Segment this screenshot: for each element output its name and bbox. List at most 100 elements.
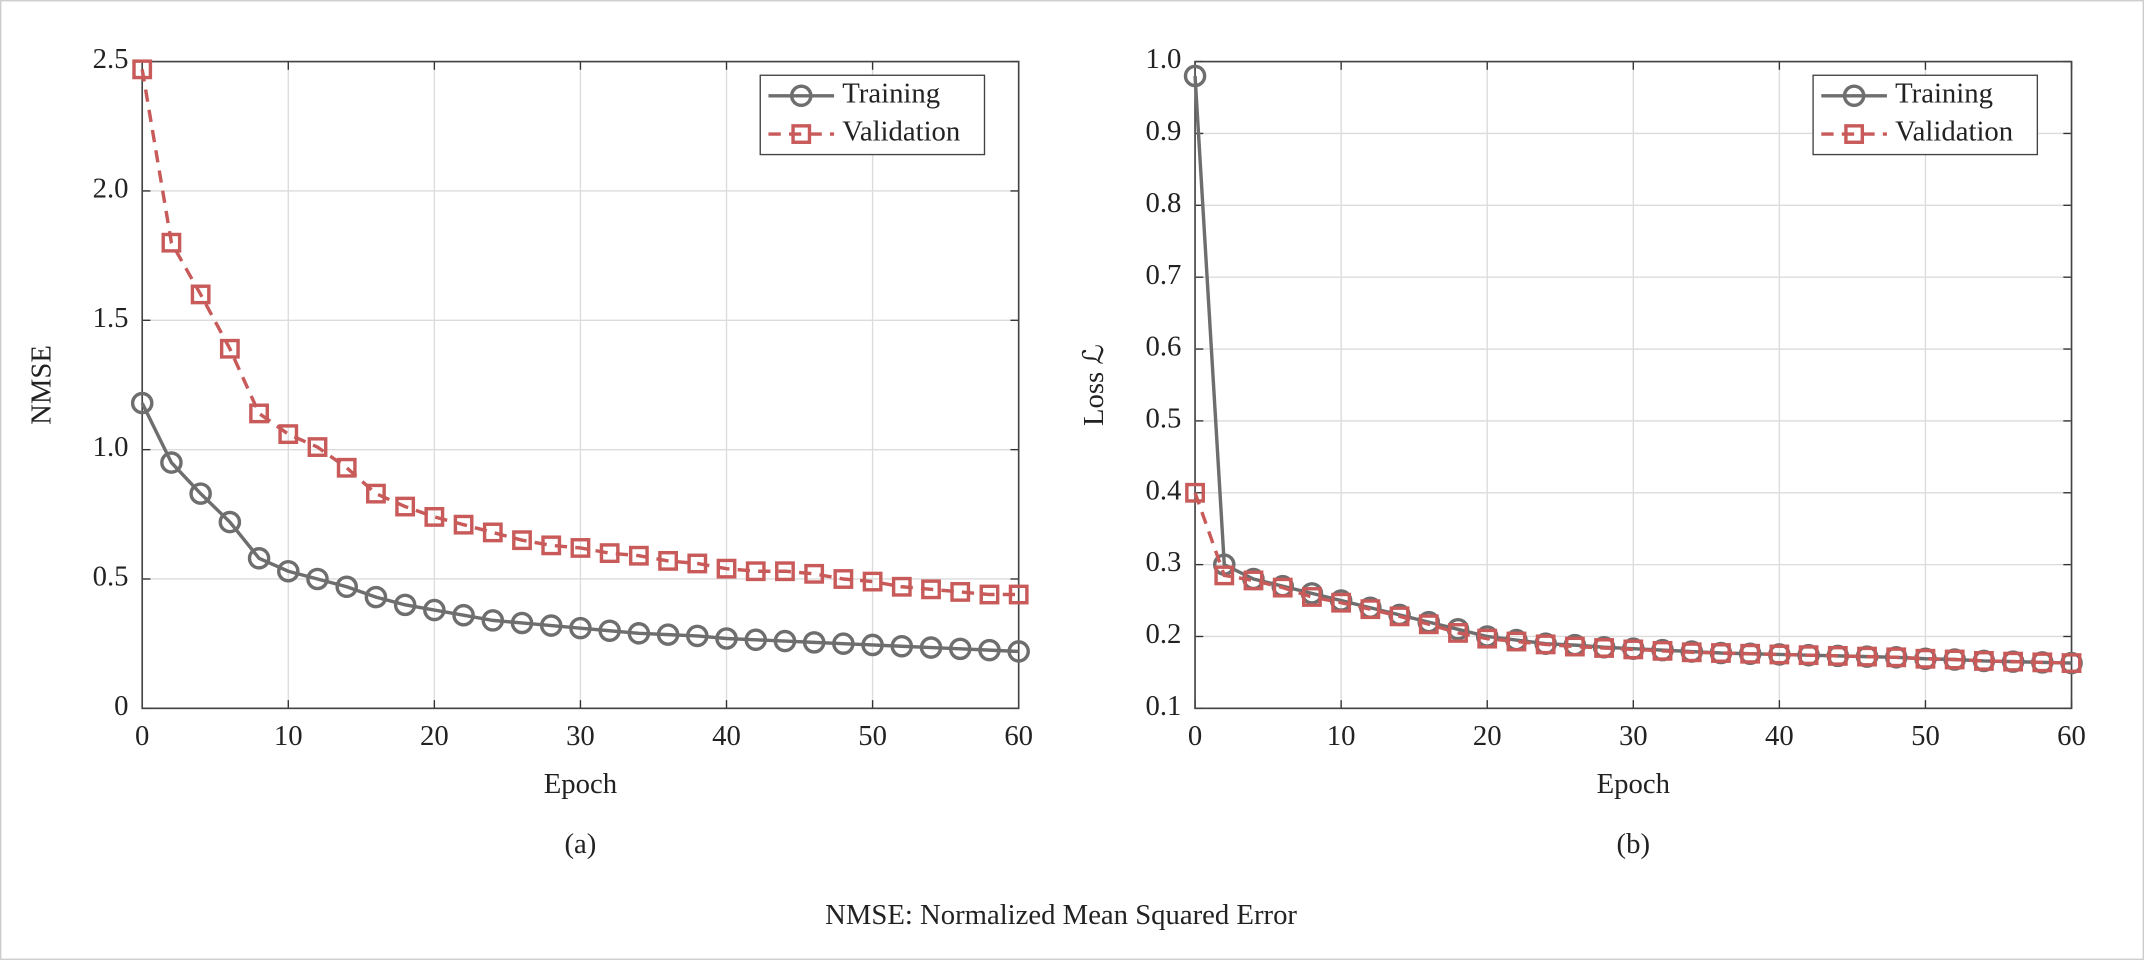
legend-marker xyxy=(789,84,813,108)
marker xyxy=(1681,642,1702,663)
x-tick-label: 20 xyxy=(420,720,449,752)
marker xyxy=(658,550,678,571)
y-tick-label: 2.5 xyxy=(93,43,129,75)
x-tick-label: 0 xyxy=(135,720,149,752)
x-tick-label: 40 xyxy=(1765,720,1794,752)
marker xyxy=(1769,644,1790,665)
marker xyxy=(452,603,475,627)
legend-entry: Validation xyxy=(842,116,960,148)
y-tick-label: 1.5 xyxy=(93,302,129,334)
marker xyxy=(1535,634,1556,655)
marker xyxy=(277,559,300,583)
marker xyxy=(1798,645,1819,666)
marker xyxy=(716,558,737,579)
marker xyxy=(453,514,474,535)
legend-marker xyxy=(1844,124,1865,144)
marker xyxy=(395,496,416,517)
x-tick-label: 0 xyxy=(1188,720,1202,752)
y-tick-label: 0.7 xyxy=(1145,259,1181,291)
x-tick-label: 20 xyxy=(1473,720,1502,752)
marker xyxy=(978,638,1001,662)
footnote: NMSE: Normalized Mean Squared Error xyxy=(825,899,1297,931)
marker xyxy=(950,582,971,602)
marker xyxy=(1331,592,1352,613)
legend-marker xyxy=(1842,84,1866,108)
marker xyxy=(1418,614,1439,635)
y-tick-label: 0 xyxy=(114,690,128,722)
marker xyxy=(1711,643,1731,663)
marker xyxy=(715,627,738,650)
plot-frame xyxy=(1194,60,2073,710)
marker xyxy=(219,338,240,359)
marker xyxy=(393,593,417,617)
marker xyxy=(979,584,1000,605)
marker xyxy=(1827,645,1848,666)
marker xyxy=(775,561,795,582)
x-tick-label: 60 xyxy=(1004,720,1033,752)
marker xyxy=(189,482,212,505)
marker xyxy=(1389,606,1410,627)
marker xyxy=(656,623,680,646)
marker xyxy=(891,576,912,597)
marker xyxy=(628,545,649,566)
marker xyxy=(160,451,183,474)
x-axis-label: Epoch xyxy=(544,768,617,800)
marker xyxy=(366,483,386,504)
series-line xyxy=(1193,492,2072,665)
marker xyxy=(1185,482,1205,503)
marker xyxy=(249,403,269,424)
marker xyxy=(2032,652,2053,673)
x-tick-label: 10 xyxy=(1327,720,1356,752)
marker xyxy=(1564,636,1585,657)
marker xyxy=(1008,584,1029,605)
y-tick-label: 0.3 xyxy=(1145,546,1181,578)
marker xyxy=(336,457,357,478)
marker xyxy=(862,571,883,592)
marker xyxy=(1214,565,1235,586)
marker xyxy=(802,631,826,654)
marker xyxy=(598,619,621,643)
x-tick-label: 10 xyxy=(274,720,303,752)
y-tick-label: 0.2 xyxy=(1145,618,1181,650)
caption: (a) xyxy=(565,828,597,860)
marker xyxy=(921,579,941,600)
marker xyxy=(1007,640,1030,663)
marker xyxy=(510,611,534,635)
marker xyxy=(570,538,591,558)
marker xyxy=(1944,649,1965,670)
marker xyxy=(804,563,825,584)
y-tick-label: 0.9 xyxy=(1145,115,1181,147)
x-tick-label: 30 xyxy=(1619,720,1648,752)
marker xyxy=(1183,64,1207,88)
y-tick-label: 0.4 xyxy=(1145,474,1181,506)
marker xyxy=(512,530,532,551)
marker xyxy=(1740,643,1761,664)
plot-frame xyxy=(141,60,1020,710)
marker xyxy=(833,569,854,589)
marker xyxy=(861,633,884,657)
y-tick-label: 0.8 xyxy=(1145,187,1181,219)
y-tick-label: 0.1 xyxy=(1145,690,1181,722)
y-tick-label: 2.0 xyxy=(93,173,129,205)
marker xyxy=(832,632,855,655)
y-axis-label: Loss ℒ xyxy=(1078,344,1110,426)
marker xyxy=(278,424,299,445)
marker xyxy=(307,437,328,457)
marker xyxy=(1973,651,1994,671)
marker xyxy=(132,59,153,80)
y-tick-label: 0.6 xyxy=(1145,331,1181,363)
series-line xyxy=(140,402,1019,654)
marker xyxy=(1652,640,1673,661)
marker xyxy=(1623,639,1644,660)
caption: (b) xyxy=(1617,828,1650,860)
marker xyxy=(1243,570,1264,591)
x-tick-label: 60 xyxy=(2057,720,2086,752)
y-tick-label: 0.5 xyxy=(1145,402,1181,434)
legend-entry: Training xyxy=(1895,77,1993,109)
marker xyxy=(482,522,503,543)
marker xyxy=(481,609,505,632)
marker xyxy=(919,636,943,659)
series-line xyxy=(1193,75,2072,665)
series-line xyxy=(140,69,1019,597)
